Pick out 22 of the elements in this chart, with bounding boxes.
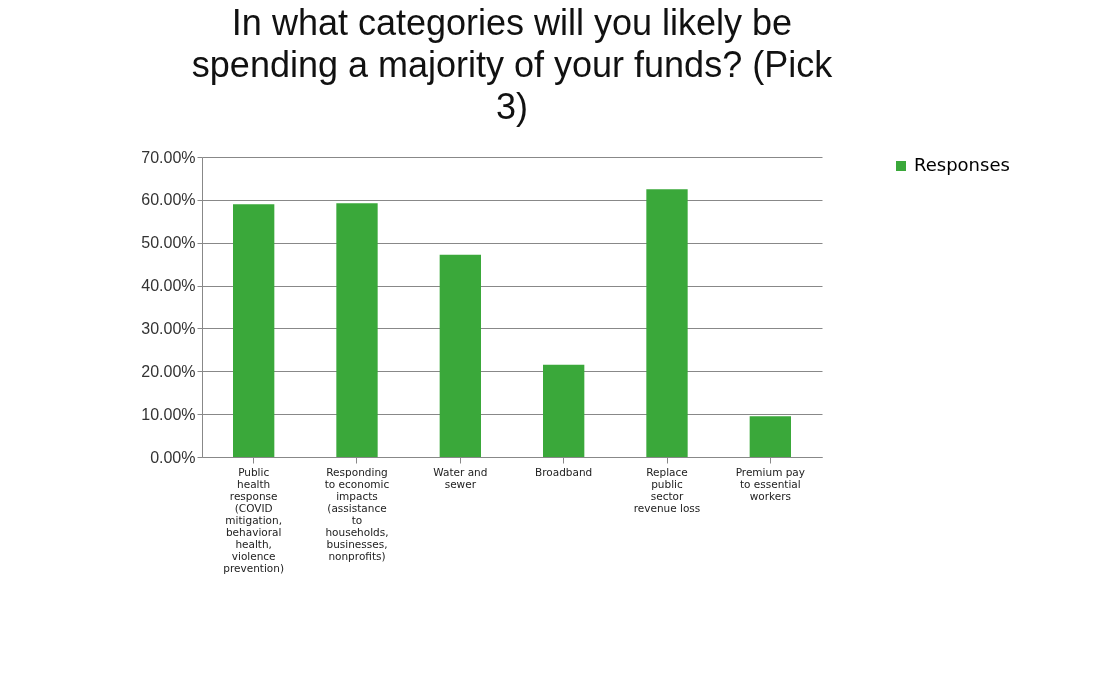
bar <box>439 254 481 457</box>
legend-label: Responses <box>914 154 1010 175</box>
bar <box>336 203 378 457</box>
y-tick-label: 40.00% <box>141 277 196 295</box>
bar <box>749 416 791 457</box>
x-tick-label: Responding to economic impacts (assistance to households, businesses, nonprofits) <box>324 465 390 562</box>
y-tick-label: 20.00% <box>141 362 196 380</box>
bar <box>543 364 585 457</box>
category-label: Public health response (COVID mitigation, behavioral health, violence prevention) <box>223 465 285 574</box>
x-tick-label: Water and sewer <box>433 465 488 490</box>
chart-title: In what categories will you likely be spending a majority of your funds? (Pick 3) <box>191 2 834 127</box>
x-tick-label: Premium pay to essential workers <box>735 465 806 502</box>
y-tick-label: 70.00% <box>141 148 196 166</box>
y-tick-label: 50.00% <box>141 234 196 252</box>
y-tick-label: 0.00% <box>150 448 196 466</box>
y-tick-label: 10.00% <box>141 405 196 423</box>
bar <box>233 204 275 457</box>
x-tick-label: Replace public sector revenue loss <box>633 465 701 514</box>
x-tick-label: Broadband <box>535 465 593 478</box>
y-tick-label: 60.00% <box>141 191 196 209</box>
bar <box>646 189 688 457</box>
y-tick-label: 30.00% <box>141 319 196 337</box>
